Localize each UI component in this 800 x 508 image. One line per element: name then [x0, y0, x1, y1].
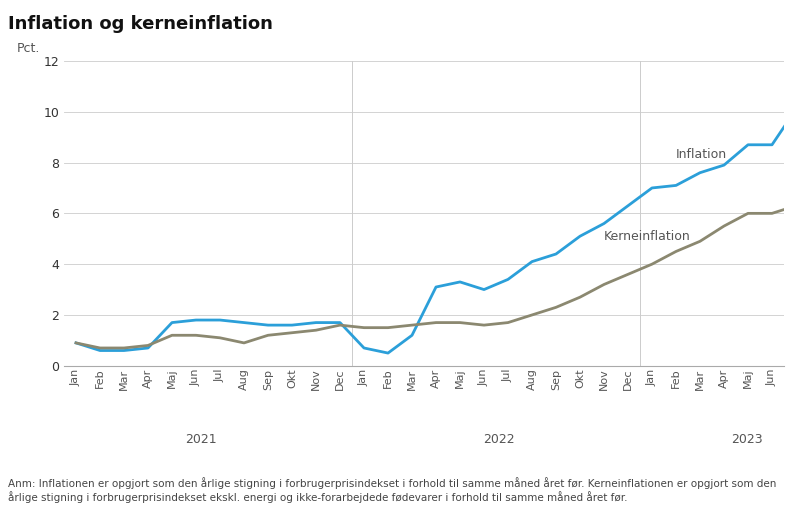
Text: Kerneinflation: Kerneinflation — [604, 230, 690, 243]
Text: 2022: 2022 — [482, 433, 514, 446]
Text: 2023: 2023 — [731, 433, 762, 446]
Text: Anm: Inflationen er opgjort som den årlige stigning i forbrugerprisindekset i fo: Anm: Inflationen er opgjort som den årli… — [8, 477, 776, 503]
Text: Inflation: Inflation — [676, 148, 727, 162]
Text: 2021: 2021 — [185, 433, 216, 446]
Text: Pct.: Pct. — [17, 42, 41, 55]
Text: Inflation og kerneinflation: Inflation og kerneinflation — [8, 15, 273, 33]
